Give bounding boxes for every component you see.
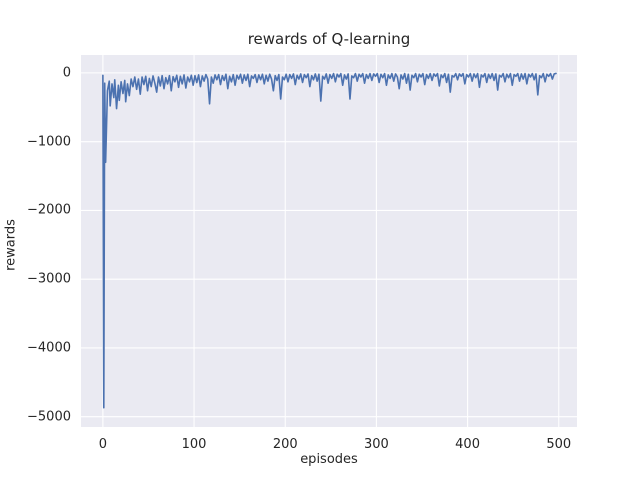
y-axis-label: rewards [3,219,19,271]
y-tick-label: −1000 [27,134,71,150]
x-tick-label: 400 [455,437,480,452]
x-axis-label: episodes [300,452,358,467]
chart-title: rewards of Q-learning [247,30,411,48]
x-tick-label: 200 [272,437,298,452]
gridlines [81,55,577,427]
y-tick-label: −2000 [27,202,71,218]
x-tick-label: 300 [363,437,389,452]
y-tick-label: 0 [62,65,71,81]
x-tick-label: 100 [181,437,207,452]
y-tick-label: −5000 [27,409,71,425]
axes-background [81,55,577,427]
y-tick-label: −4000 [27,340,71,356]
x-tick-label: 0 [98,437,108,452]
reward-line [102,72,557,409]
x-tick-label: 500 [546,437,572,452]
y-tick-label: −3000 [27,271,71,287]
